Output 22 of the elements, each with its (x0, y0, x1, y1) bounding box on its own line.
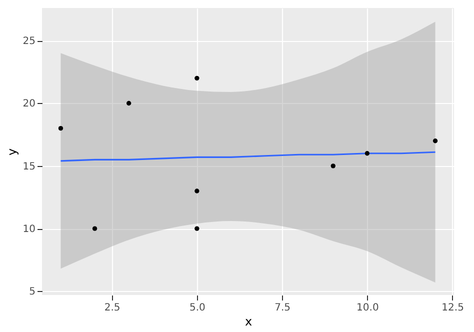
point (58, 126, 64, 131)
point (364, 151, 370, 156)
x-tick-label: 12.5 (442, 302, 464, 314)
y-tick-label: 5 (29, 286, 36, 298)
point (432, 138, 438, 144)
x-tick-label: 10.0 (356, 302, 379, 314)
x-tick-label: 7.5 (274, 302, 291, 314)
point (330, 164, 336, 168)
x-axis-title: x (244, 314, 252, 328)
point (126, 100, 132, 106)
y-tick-label: 10 (22, 224, 36, 236)
y-tick-label: 20 (22, 98, 36, 110)
y-tick-label: 15 (22, 161, 36, 172)
y-axis-title: y (4, 148, 19, 156)
point (194, 226, 200, 231)
x-tick-label: 2.5 (104, 302, 120, 314)
point (92, 226, 98, 231)
point (194, 76, 200, 81)
line-series (60, 151, 436, 162)
y-tick-label: 25 (22, 36, 36, 48)
x-tick-label: 5.0 (189, 302, 206, 314)
point (194, 188, 200, 194)
